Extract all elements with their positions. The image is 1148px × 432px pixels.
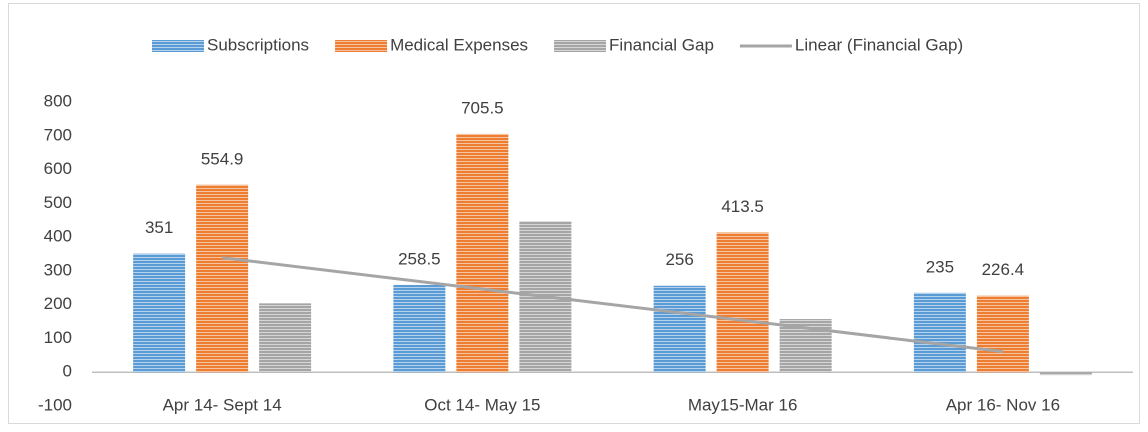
data-label: 554.9 (201, 149, 244, 168)
data-label: 226.4 (982, 260, 1025, 279)
bar (393, 284, 446, 373)
legend-item: Subscriptions (152, 35, 309, 54)
x-tick-label: May15-Mar 16 (688, 395, 798, 414)
bar (259, 303, 312, 373)
x-tick-label: Apr 14- Sept 14 (163, 395, 282, 414)
data-label: 235 (926, 257, 954, 276)
data-label: 413.5 (721, 197, 764, 216)
y-tick-label: 800 (44, 91, 72, 110)
legend-swatch (554, 40, 607, 52)
legend-item: Financial Gap (554, 35, 714, 54)
y-tick-label: 700 (44, 125, 72, 144)
y-tick-label: 600 (44, 159, 72, 178)
data-label: 351 (145, 218, 173, 237)
trend-line (221, 256, 1004, 354)
data-label: 258.5 (398, 249, 441, 268)
bar (976, 295, 1029, 373)
legend-label: Medical Expenses (390, 35, 528, 54)
bar (913, 292, 966, 373)
y-tick-label: 400 (44, 227, 72, 246)
legend-item: Medical Expenses (335, 35, 528, 54)
legend-label: Financial Gap (609, 35, 714, 54)
legend-swatch (335, 40, 388, 52)
y-tick-label: 500 (44, 193, 72, 212)
legend-item: Linear (Financial Gap) (739, 35, 963, 54)
bar (1039, 372, 1092, 376)
legend-label: Subscriptions (207, 35, 309, 54)
bar (196, 184, 249, 373)
x-tick-label: Oct 14- May 15 (424, 395, 540, 414)
y-tick-label: -100 (38, 395, 72, 414)
legend-label: Linear (Financial Gap) (795, 35, 963, 54)
y-tick-label: 100 (44, 328, 72, 347)
data-label: 256 (665, 250, 693, 269)
y-tick-label: 300 (44, 260, 72, 279)
data-label: 705.5 (461, 98, 504, 117)
x-tick-label: Apr 16- Nov 16 (946, 395, 1060, 414)
legend-swatch (152, 40, 204, 52)
bar (133, 253, 186, 373)
y-tick-label: 0 (63, 362, 72, 381)
bar (716, 232, 769, 373)
bar (456, 133, 509, 373)
bar (653, 285, 706, 373)
y-tick-label: 200 (44, 294, 72, 313)
